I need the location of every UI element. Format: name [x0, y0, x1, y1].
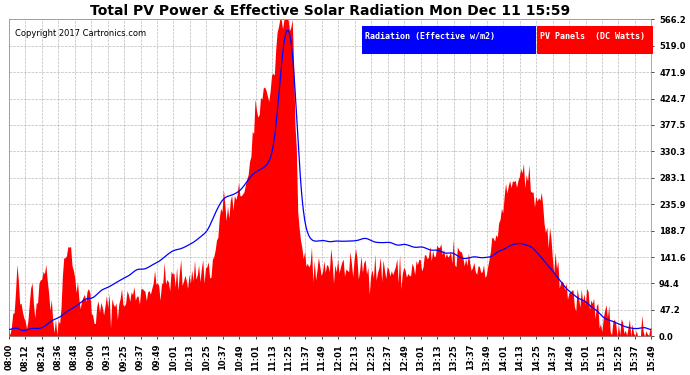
FancyBboxPatch shape [362, 26, 535, 54]
Text: Copyright 2017 Cartronics.com: Copyright 2017 Cartronics.com [15, 29, 146, 38]
Title: Total PV Power & Effective Solar Radiation Mon Dec 11 15:59: Total PV Power & Effective Solar Radiati… [90, 4, 570, 18]
Text: PV Panels  (DC Watts): PV Panels (DC Watts) [540, 32, 645, 41]
FancyBboxPatch shape [537, 26, 653, 54]
Text: Radiation (Effective w/m2): Radiation (Effective w/m2) [366, 32, 495, 41]
